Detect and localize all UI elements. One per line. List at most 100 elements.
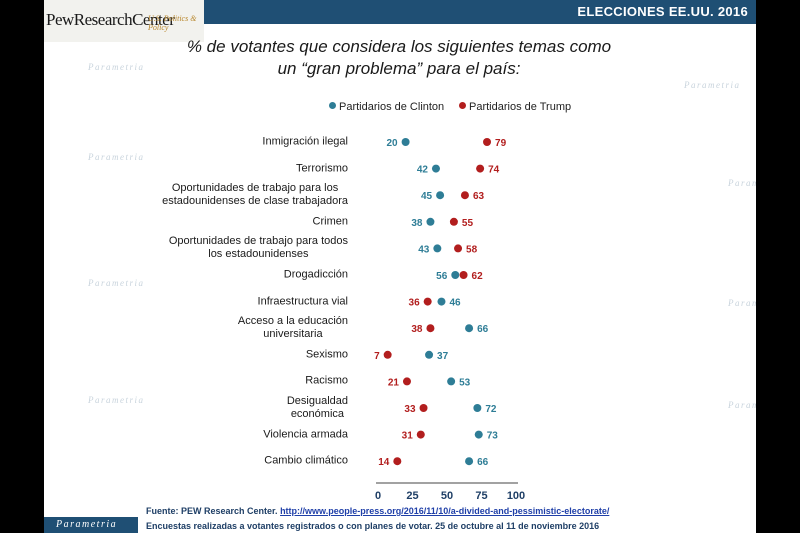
category-label: Violencia armada [263,428,348,441]
watermark-text: Parametria [88,62,145,72]
data-label-clinton: 72 [485,404,497,415]
data-label-clinton: 42 [417,165,429,176]
data-label-trump: 74 [488,165,500,176]
category-label: Terrorismo [296,162,348,175]
category-label: Crimen [313,215,348,228]
dot-trump [476,164,485,173]
dot-trump [459,271,468,279]
data-label-clinton: 46 [449,298,461,309]
dot-clinton [401,138,410,146]
data-label-trump: 63 [473,191,485,202]
legend-clinton-label: Partidarios de Clinton [339,101,445,113]
category-label-line: Crimen [312,215,348,228]
chart-title-line: un “gran problema” para el país: [277,59,521,78]
category-label: Oportunidades de trabajo para los estadou… [162,182,348,208]
category-label-line: Infraestructura vial [257,295,348,308]
data-label-clinton: 45 [421,191,433,202]
data-label-clinton: 53 [459,377,471,388]
category-label-line: los estadounidenses [208,248,309,261]
dot-clinton [451,271,460,279]
data-label-clinton: 66 [477,324,489,335]
dot-trump [483,138,492,146]
category-label-line: estadounidenses de clase trabajadora [162,195,348,208]
source-link[interactable]: http://www.people-press.org/2016/11/10/a… [280,506,610,516]
legend-clinton-marker [329,102,336,109]
category-label: Sexismo [306,348,348,361]
category-label: Oportunidades de trabajo para todos los e… [169,235,348,261]
data-label-clinton: 73 [487,431,499,442]
dot-trump [393,457,402,466]
legend-clinton: Partidarios de Clinton [329,101,444,113]
survey-note: Encuestas realizadas a votantes registra… [146,521,600,531]
category-label: Desigualdad económica [287,395,348,421]
category-label-line: Oportunidades de trabajo para todos [168,235,348,248]
dot-trump [402,377,411,386]
dot-trump [419,404,428,412]
data-label-trump: 14 [378,457,390,468]
x-tick-label: 75 [475,490,487,502]
legend-trump: Partidarios de Trump [459,101,571,113]
data-label-trump: 21 [388,377,400,388]
source-prefix: Fuente: PEW Research Center. [146,506,278,516]
category-label-line: Sexismo [305,348,348,361]
data-label-clinton: 38 [411,218,423,229]
dot-clinton [465,324,474,333]
dot-trump [426,324,435,333]
category-label: Drogadicción [284,269,348,282]
pew-logo-subtitle: U.S. Politics & Policy [148,14,197,32]
data-label-trump: 79 [495,138,507,149]
dot-clinton [436,191,445,200]
data-label-trump: 7 [374,351,380,362]
dot-clinton [425,350,434,359]
data-label-clinton: 43 [418,244,430,255]
footer-brand-tab: Parametria [44,517,138,533]
category-label: Inmigración ilegal [262,136,348,149]
category-label-line: Desigualdad [286,395,348,407]
dot-clinton [431,164,440,173]
dot-trump [383,350,392,359]
watermark-text: Parametria [88,152,145,162]
data-label-trump: 55 [462,218,474,229]
data-label-clinton: 66 [477,457,489,468]
footer-brand: Parametria [56,519,118,530]
watermark-text: Parametria [88,395,145,405]
category-label-line: Racismo [305,374,348,387]
category-label-line: Cambio climático [264,454,348,467]
watermark-text: Parametria [728,178,756,188]
category-label: Infraestructura vial [258,295,348,308]
chart-title-line: % de votantes que considera los siguient… [186,37,612,56]
category-label-line: Violencia armada [263,428,348,441]
watermark-text: Parametria [684,80,741,90]
x-tick-label: 50 [441,490,453,502]
dot-clinton [473,404,482,412]
legend-trump-label: Partidarios de Trump [469,101,572,113]
watermark-text: Parametria [728,298,756,308]
dot-clinton [426,217,435,226]
category-label-line: Terrorismo [296,162,348,175]
legend-trump-marker [459,102,466,109]
watermark-text: Parametria [88,278,145,288]
dot-clinton [433,244,442,253]
data-label-trump: 36 [409,298,421,309]
dot-trump [449,217,458,226]
dot-clinton [437,297,446,306]
data-label-trump: 58 [466,244,478,255]
dot-clinton [474,430,483,439]
watermark-text: Parametria [728,400,756,410]
category-label-line: Oportunidades de trabajo para los [171,182,339,195]
slide: ELECCIONES EE.UU. 2016 PewResearchCenter… [44,0,756,533]
dot-trump [454,244,463,253]
dot-clinton [465,457,474,466]
data-label-trump: 31 [402,431,414,442]
data-label-trump: 33 [404,404,416,415]
dot-trump [460,191,469,200]
header-title: ELECCIONES EE.UU. 2016 [577,4,748,19]
x-tick-label: 25 [406,490,418,502]
chart-title: % de votantes que considera los siguient… [134,36,664,80]
data-label-trump: 62 [472,271,484,282]
x-tick-label: 0 [375,490,381,502]
category-label: Cambio climático [264,455,348,468]
dot-clinton [447,377,456,386]
data-label-clinton: 37 [437,351,449,362]
dot-trump [423,297,432,306]
